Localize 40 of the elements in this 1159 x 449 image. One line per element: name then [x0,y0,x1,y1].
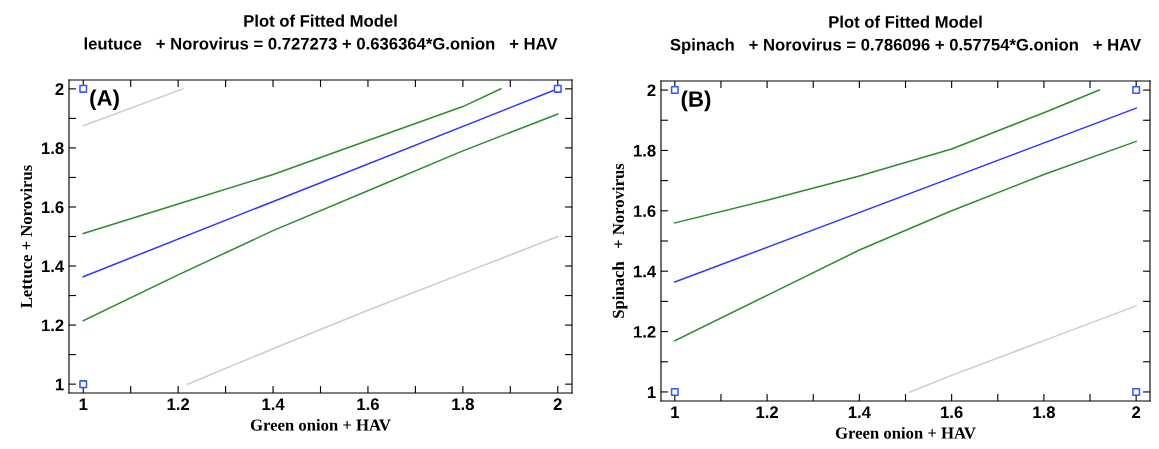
chart-subtitle: Spinach + Norovirus = 0.786096 + 0.57754*G.onion + HAV [670,38,1141,54]
x-tick-label: 1.6 [941,406,963,419]
x-tick-label: 1.8 [1033,406,1055,419]
chart-title: Plot of Fitted Model [244,14,397,27]
x-tick-label: 1 [79,398,88,410]
x-tick-label: 1.2 [167,398,190,410]
x-tick-label: 1.6 [357,398,379,411]
line-series [82,88,502,235]
annotation: (A) [90,89,119,111]
y-tick-label: 1.2 [634,325,656,338]
y-tick-label: 1 [647,386,656,398]
y-tick-label: 1.4 [634,265,657,278]
y-tick-label: 2 [55,83,64,95]
x-axis-title: Green onion + HAV [835,426,976,439]
y-tick-label: 2 [647,84,656,97]
y-tick-label: 1.4 [42,260,65,273]
line-series [909,305,1137,393]
y-tick-label: 1.6 [634,205,656,218]
line-series [674,140,1137,342]
y-tick-label: 1.6 [42,201,64,214]
x-tick-label: 1.8 [452,398,474,411]
x-tick-label: 1 [671,406,680,418]
x-axis-title: Green onion + HAV [250,418,391,431]
y-tick-label: 1 [55,378,64,391]
x-tick-label: 1.4 [848,406,871,418]
x-tick-label: 1.2 [756,406,779,418]
y-tick-label: 1.8 [634,144,656,157]
annotation: (B) [681,90,711,112]
y-axis-title: Spinach + Norovirus [612,163,628,318]
y-tick-label: 1.8 [42,142,64,155]
y-tick-label: 1.2 [42,319,64,332]
chart-subtitle: leutuce + Norovirus = 0.727273 + 0.636364*G.onion + HAV [84,37,558,50]
x-tick-label: 2 [1132,406,1141,418]
line-series [186,235,559,385]
y-axis-title: Lettuce + Norovirus [20,165,33,308]
line-series [82,113,559,322]
x-tick-label: 1.4 [262,398,285,410]
line-series [674,89,1101,224]
x-tick-label: 2 [553,398,562,410]
chart-title: Plot of Fitted Model [829,15,982,28]
